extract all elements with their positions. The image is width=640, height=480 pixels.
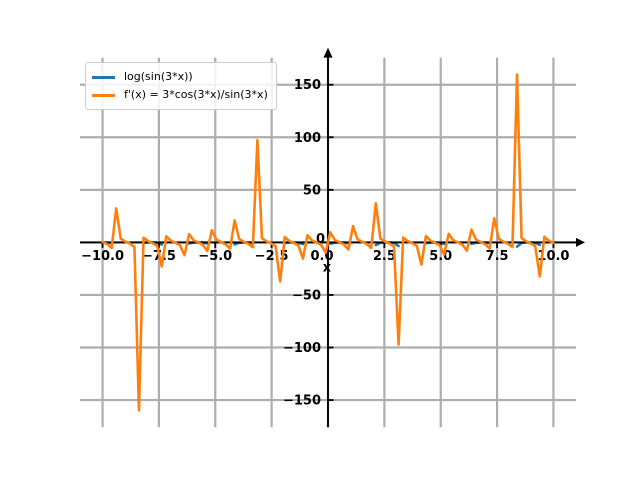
legend: log(sin(3*x)) f'(x) = 3*cos(3*x)/sin(3*x… [85, 62, 277, 110]
legend-label-derivative: f'(x) = 3*cos(3*x)/sin(3*x) [124, 88, 268, 101]
x-tick-label: −10.0 [81, 249, 124, 264]
y-tick-label: −150 [283, 394, 321, 409]
y-tick-label: 150 [294, 78, 321, 93]
y-tick-label: −100 [283, 341, 321, 356]
axes: −10.0 −7.5 −5.0 −2.5 0.0 2.5 5.0 7.5 10.01501005… [80, 47, 585, 428]
legend-item-derivative: f'(x) = 3*cos(3*x)/sin(3*x) [92, 86, 268, 104]
x-tick-label: 5.0 [429, 249, 452, 264]
curve-derivative-cot [101, 73, 555, 412]
legend-label-log-sin: log(sin(3*x)) [124, 70, 193, 83]
x-axis-arrow-icon [576, 237, 585, 247]
x-tick-label: 7.5 [486, 249, 509, 264]
y-tick-label: 50 [303, 183, 321, 198]
legend-line-swatch-orange [92, 93, 115, 97]
y-tick-label: −50 [292, 288, 321, 303]
y-tick-label: 100 [294, 131, 321, 146]
x-tick-label: 2.5 [373, 249, 396, 264]
x-tick-label: 10.0 [537, 249, 569, 264]
x-tick-label: −5.0 [198, 249, 232, 264]
x-tick-label: 0.0 [310, 249, 333, 264]
legend-line-swatch-blue [92, 75, 115, 79]
x-axis-title: x [323, 260, 332, 275]
x-tick-label: −2.5 [255, 249, 289, 264]
y-axis-arrow-icon [323, 47, 333, 58]
y-tick-label: 0 [316, 232, 325, 247]
legend-item-log-sin: log(sin(3*x)) [92, 68, 268, 86]
